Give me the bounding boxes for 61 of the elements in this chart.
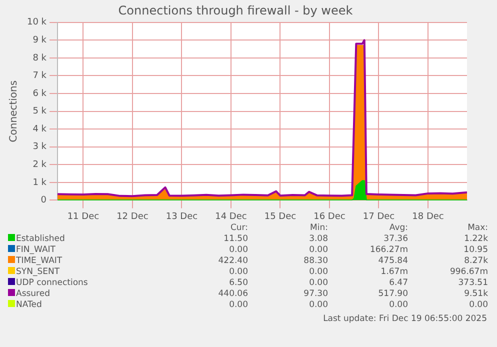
y-tick-label: 7 k	[32, 71, 48, 82]
text: 0.00	[228, 267, 248, 278]
text: 6.50	[228, 278, 248, 289]
text: 37.36	[382, 234, 408, 245]
text: Min:	[309, 223, 328, 234]
y-tick-label: 3 k	[32, 142, 48, 152]
text: 1.67m	[380, 267, 408, 278]
x-tick-label: 13 Dec	[166, 212, 198, 222]
legend-label: Established	[15, 234, 66, 245]
y-tick-label: 0	[40, 196, 47, 206]
text: 0.00	[228, 300, 248, 311]
text: 0.00	[228, 245, 248, 256]
text: 9.51k	[463, 289, 488, 300]
text: Avg:	[388, 223, 408, 234]
legend-label: SYN_SENT	[15, 267, 61, 278]
text: Last update: Fri Dec 19 06:55:00 2025	[323, 314, 487, 324]
x-tick-label: 12 Dec	[116, 212, 148, 222]
text: 0.00	[308, 300, 328, 311]
text: 88.30	[302, 256, 328, 267]
text: 0.00	[308, 278, 328, 289]
legend-label: FIN_WAIT	[15, 245, 56, 256]
y-tick-label: 10 k	[26, 18, 48, 28]
y-tick-label: 2 k	[32, 160, 48, 170]
y-tick-label: 9 k	[32, 36, 48, 46]
text: 440.06	[217, 289, 248, 300]
x-tick-label: 16 Dec	[314, 212, 346, 222]
y-tick-label: 5 k	[32, 106, 48, 117]
text: 996.67m	[448, 267, 488, 278]
text: 11.50	[222, 234, 248, 245]
text: 517.90	[377, 289, 408, 300]
y-axis-title: Connections	[8, 80, 20, 142]
y-tick-label: 6 k	[32, 88, 48, 99]
text: 166.27m	[368, 245, 408, 256]
x-tick-label: 11 Dec	[67, 212, 100, 222]
text: 10.95	[462, 245, 488, 256]
text: 1.22k	[463, 234, 488, 245]
text: 97.30	[302, 289, 328, 300]
x-tick-label: 15 Dec	[264, 212, 296, 222]
legend-label: NATed	[15, 300, 43, 311]
x-tick-label: 17 Dec	[362, 212, 395, 222]
legend-label: TIME_WAIT	[15, 256, 64, 267]
text: 475.84	[377, 256, 408, 267]
y-tick-label: 4 k	[32, 124, 48, 134]
chart-title: Connections through firewall - by week	[118, 3, 353, 18]
x-tick-label: 14 Dec	[215, 212, 247, 222]
text: 3.08	[308, 234, 328, 245]
text: 373.51	[457, 278, 488, 289]
legend-label: Assured	[15, 289, 51, 300]
text: Cur:	[229, 223, 248, 234]
text: 422.40	[217, 256, 248, 267]
legend-label: UDP connections	[15, 278, 89, 289]
text: 6.47	[388, 278, 408, 289]
y-tick-label: 1 k	[32, 178, 48, 188]
y-tick-label: 8 k	[32, 53, 48, 64]
x-tick-label: 18 Dec	[412, 212, 444, 222]
text: 0.00	[468, 300, 488, 311]
text: 0.00	[308, 245, 328, 256]
text: 8.27k	[463, 256, 488, 267]
text: 0.00	[388, 300, 408, 311]
text: 0.00	[308, 267, 328, 278]
text: Max:	[466, 223, 488, 234]
